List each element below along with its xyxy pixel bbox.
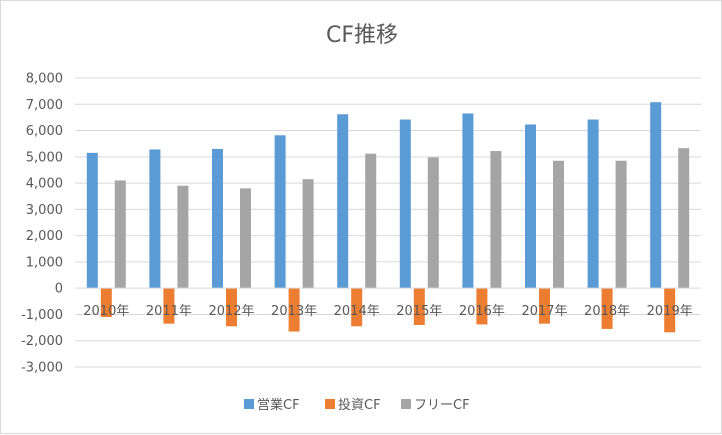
bar-investing-cf bbox=[413, 288, 425, 325]
bar-operating-cf bbox=[587, 119, 599, 289]
y-tick-label: 4,000 bbox=[26, 177, 63, 192]
y-tick-label: 0 bbox=[55, 282, 63, 297]
y-tick-label: 5,000 bbox=[26, 150, 63, 165]
bar-free-cf bbox=[553, 160, 564, 289]
bar-investing-cf bbox=[539, 288, 550, 324]
bar-operating-cf bbox=[337, 114, 349, 289]
chart-title: CF推移 bbox=[326, 23, 398, 48]
x-axis: 2010年 2011年 2012年 2013年 2014年 2015年 2016年 2017年… bbox=[83, 304, 692, 319]
legend-swatch bbox=[325, 399, 335, 409]
y-axis: -3,000 -2,000 -1,000 0 1,000 2,000 3,000 4,000 5… bbox=[21, 72, 63, 376]
y-tick-label: 7,000 bbox=[26, 98, 63, 113]
bar-investing-cf bbox=[226, 288, 237, 327]
bar-operating-cf bbox=[212, 148, 223, 289]
legend-label: フリーCF bbox=[414, 398, 470, 413]
x-tick-label: 2018年 bbox=[584, 304, 630, 319]
bar-free-cf bbox=[615, 160, 627, 289]
y-tick-label: 6,000 bbox=[26, 124, 63, 139]
bar-operating-cf bbox=[650, 102, 662, 289]
bar-investing-cf bbox=[664, 288, 676, 333]
y-tick-label: 3,000 bbox=[26, 203, 63, 218]
legend-entry: フリーCF bbox=[401, 398, 470, 413]
legend: 営業CF 投資CF フリーCF bbox=[244, 397, 470, 413]
y-tick-label: -1,000 bbox=[21, 308, 63, 323]
legend-swatch bbox=[401, 399, 411, 409]
bar-investing-cf bbox=[351, 288, 363, 327]
bar-operating-cf bbox=[86, 152, 98, 289]
bar-operating-cf bbox=[149, 149, 161, 289]
bar-free-cf bbox=[490, 151, 502, 289]
bar-operating-cf bbox=[462, 113, 474, 289]
legend-entry: 営業CF bbox=[244, 397, 300, 413]
x-tick-label: 2016年 bbox=[459, 304, 505, 319]
x-tick-label: 2013年 bbox=[271, 304, 317, 319]
bar-investing-cf bbox=[601, 288, 613, 329]
bar-investing-cf bbox=[100, 288, 112, 318]
x-tick-label: 2017年 bbox=[521, 304, 567, 319]
legend-swatch bbox=[244, 399, 254, 409]
bar-free-cf bbox=[114, 180, 126, 289]
bar-investing-cf bbox=[288, 288, 300, 332]
bar-operating-cf bbox=[525, 124, 536, 289]
x-tick-label: 2011年 bbox=[146, 304, 192, 319]
y-tick-label: 8,000 bbox=[26, 72, 63, 87]
y-tick-label: 2,000 bbox=[26, 229, 63, 244]
bar-operating-cf bbox=[399, 119, 411, 289]
bar-free-cf bbox=[240, 188, 251, 289]
legend-label: 営業CF bbox=[257, 397, 300, 413]
bars bbox=[86, 102, 690, 333]
legend-entry: 投資CF bbox=[325, 397, 381, 413]
x-tick-label: 2014年 bbox=[334, 304, 380, 319]
bar-free-cf bbox=[427, 157, 439, 289]
bar-free-cf bbox=[678, 148, 690, 289]
x-tick-label: 2012年 bbox=[208, 304, 254, 319]
bar-free-cf bbox=[365, 153, 377, 289]
bar-investing-cf bbox=[163, 288, 175, 324]
y-tick-label: -2,000 bbox=[21, 334, 63, 349]
x-tick-label: 2015年 bbox=[396, 304, 442, 319]
bar-free-cf bbox=[177, 185, 189, 289]
x-tick-label: 2019年 bbox=[647, 304, 693, 319]
y-tick-label: 1,000 bbox=[26, 255, 63, 270]
x-tick-label: 2010年 bbox=[83, 304, 129, 319]
y-tick-label: -3,000 bbox=[21, 361, 63, 376]
legend-label: 投資CF bbox=[338, 397, 381, 413]
bar-free-cf bbox=[302, 179, 314, 289]
bar-investing-cf bbox=[476, 288, 488, 325]
bar-operating-cf bbox=[274, 135, 286, 289]
